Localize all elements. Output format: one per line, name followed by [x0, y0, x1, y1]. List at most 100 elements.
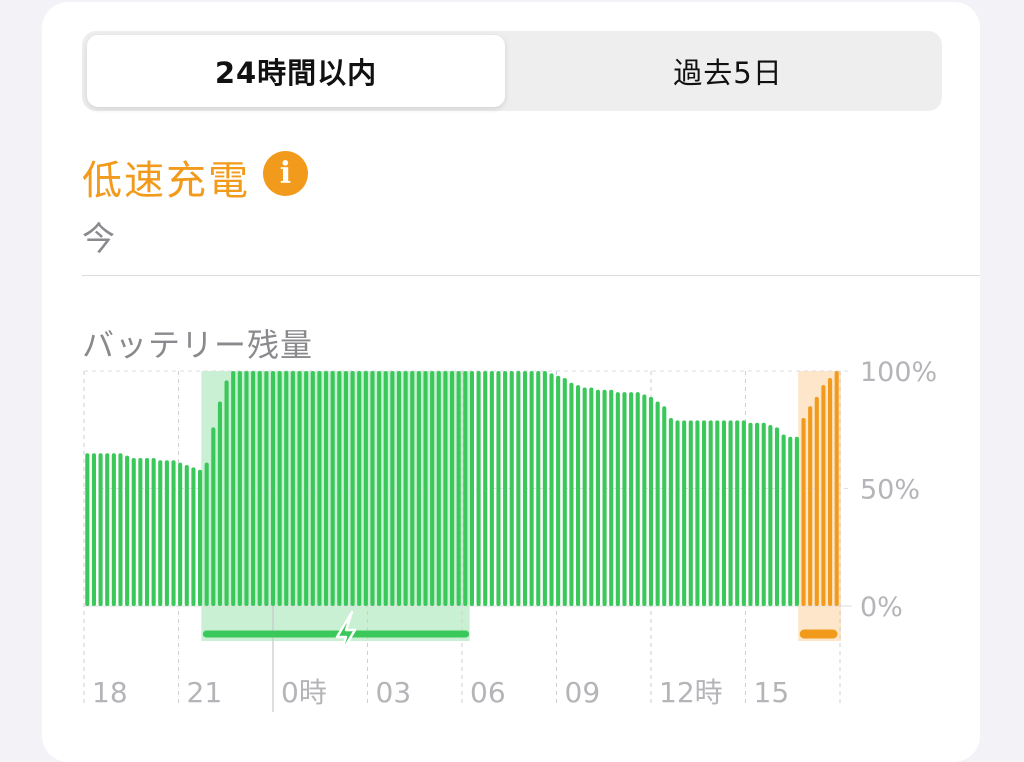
battery-bar	[350, 371, 355, 606]
battery-bar	[456, 371, 461, 606]
battery-level-chart: 100% 50% 0% 18 21 0時 03 06 09 12時 15	[83, 357, 937, 712]
battery-bar	[655, 401, 660, 606]
battery-bar	[496, 371, 501, 606]
battery-bar	[403, 371, 408, 606]
battery-bar	[396, 371, 402, 606]
battery-bar	[794, 436, 799, 606]
battery-bar	[549, 373, 554, 606]
battery-bar	[264, 371, 269, 606]
battery-level-label: バッテリー残量	[82, 326, 314, 364]
battery-bar	[503, 371, 508, 606]
battery-bar	[735, 420, 740, 606]
battery-bar	[688, 420, 693, 606]
battery-bar	[251, 371, 256, 606]
y-tick-label: 50%	[860, 475, 920, 506]
battery-bar	[323, 371, 329, 606]
battery-bar	[430, 371, 435, 606]
charging-status-title: 低速充電	[82, 158, 250, 204]
battery-bar	[224, 380, 229, 606]
battery-bar	[449, 371, 455, 606]
battery-bar	[91, 453, 97, 606]
battery-bar	[476, 371, 481, 606]
tab-last-5-days[interactable]: 過去5日	[673, 56, 783, 90]
battery-bar	[416, 371, 421, 606]
battery-bar	[98, 453, 103, 606]
battery-bar	[469, 371, 475, 606]
battery-bar	[390, 371, 395, 606]
battery-bar	[602, 389, 607, 606]
battery-bar	[363, 371, 368, 606]
battery-bar	[383, 371, 388, 606]
x-tick-label: 03	[376, 676, 412, 709]
battery-bar	[542, 371, 547, 606]
battery-bar	[801, 418, 806, 606]
battery-bar	[609, 389, 614, 606]
battery-bar	[589, 387, 594, 606]
battery-bar	[708, 420, 713, 606]
battery-bar	[211, 427, 216, 606]
battery-bar	[357, 371, 362, 606]
battery-bar	[781, 434, 786, 606]
battery-bar	[304, 371, 309, 606]
battery-bar	[675, 420, 680, 606]
battery-bar	[111, 453, 116, 606]
battery-bar	[297, 371, 302, 606]
battery-bar	[178, 462, 183, 606]
battery-bar	[827, 378, 833, 606]
battery-bar	[721, 420, 727, 606]
x-tick-label: 21	[187, 676, 223, 709]
battery-bar	[761, 422, 766, 606]
battery-bar	[615, 392, 620, 606]
info-icon[interactable]: i	[263, 151, 308, 196]
battery-bar	[204, 462, 209, 606]
battery-bar	[821, 385, 826, 606]
time-range-segmented-control[interactable]: 24時間以内 過去5日	[82, 31, 942, 111]
battery-bar	[662, 406, 667, 606]
battery-bar	[642, 394, 647, 606]
battery-bar	[310, 371, 315, 606]
battery-bar	[377, 371, 382, 606]
battery-bar	[509, 371, 514, 606]
battery-bar	[489, 371, 494, 606]
battery-bar	[277, 371, 282, 606]
divider	[82, 275, 980, 276]
x-tick-label: 0時	[281, 676, 327, 709]
x-tick-label: 15	[754, 676, 790, 709]
battery-bar	[463, 371, 468, 606]
x-tick-label: 12時	[659, 676, 723, 709]
battery-bar	[290, 371, 295, 606]
battery-bar	[257, 371, 262, 606]
y-tick-label: 0%	[860, 592, 903, 623]
status-time: 今	[82, 219, 115, 258]
y-tick-label: 100%	[860, 357, 937, 388]
battery-bar	[118, 453, 123, 606]
battery-bar	[337, 371, 342, 606]
battery-bar	[768, 425, 773, 606]
battery-bar	[814, 396, 819, 606]
battery-bar	[715, 420, 720, 606]
battery-bar	[774, 427, 780, 606]
tab-24-hours[interactable]: 24時間以内	[87, 35, 505, 107]
battery-bar	[748, 422, 753, 606]
battery-bar	[788, 436, 793, 606]
battery-bar	[217, 401, 223, 606]
battery-bar	[184, 465, 189, 606]
battery-bar	[834, 371, 839, 606]
battery-bar	[808, 406, 813, 606]
battery-bar	[569, 382, 574, 606]
battery-bar	[536, 371, 541, 606]
battery-bar	[575, 385, 581, 606]
battery-bar	[668, 418, 673, 606]
battery-bar	[284, 371, 289, 606]
battery-bar	[105, 453, 110, 606]
battery-bar	[144, 457, 150, 606]
battery-bar	[191, 467, 196, 606]
battery-bar	[629, 392, 634, 606]
battery-bar	[755, 422, 760, 606]
battery-bar	[125, 455, 130, 606]
battery-bar	[741, 420, 746, 606]
lightning-bolt-icon	[335, 610, 357, 657]
battery-bar	[164, 460, 169, 606]
battery-bar	[410, 371, 415, 606]
x-tick-label: 09	[565, 676, 601, 709]
